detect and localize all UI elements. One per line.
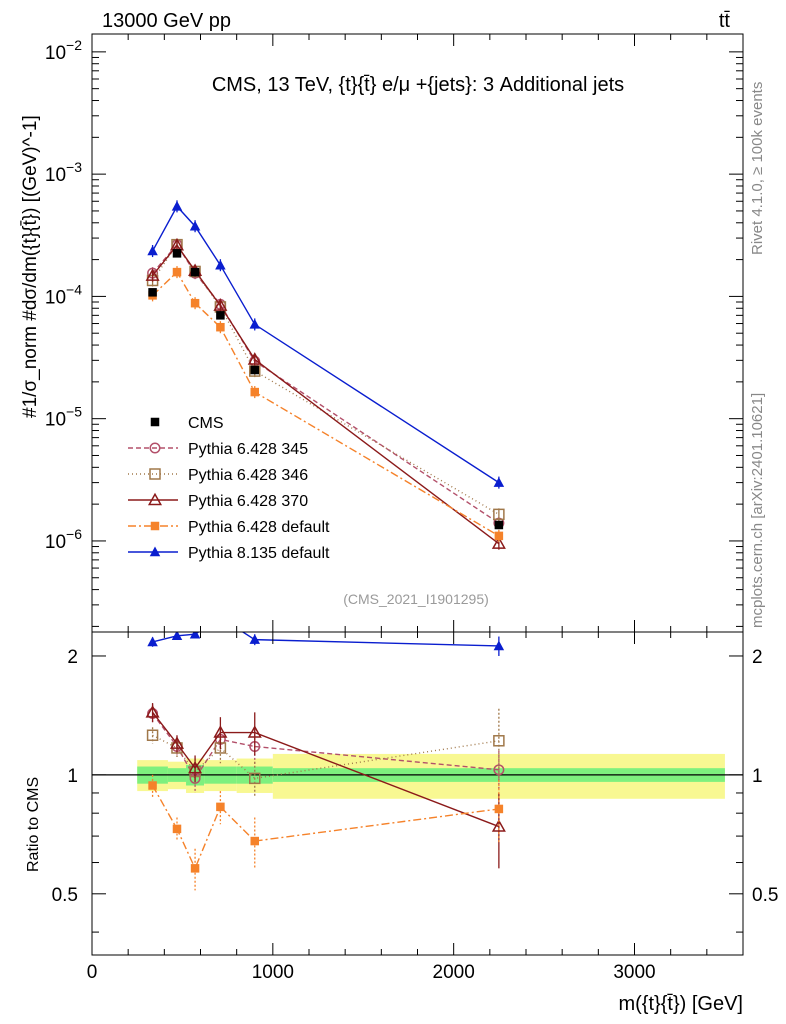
main-frame — [91, 33, 744, 633]
ratio-point-p346 — [493, 735, 505, 747]
point-cms — [148, 288, 157, 297]
y-tick-label: 10−4 — [45, 281, 82, 308]
point-p8 — [147, 245, 158, 256]
ratio-point-p370 — [169, 736, 185, 749]
ratio-point-p370 — [213, 725, 228, 738]
ratio-point-p346 — [146, 729, 159, 741]
legend-marker-p8 — [149, 546, 161, 557]
ratio-point-pdef — [494, 804, 504, 814]
ratio-point-p346 — [249, 772, 261, 785]
ratio-line-p8 — [152, 632, 499, 647]
legend-label-p370: Pythia 6.428 370 — [188, 493, 308, 510]
point-p8 — [189, 220, 201, 231]
y-tick-label: 10−2 — [45, 37, 82, 64]
chart-title: CMS, 13 TeV, {t}{t̄} e/μ +{jets}: 3 Addi… — [212, 74, 624, 96]
ratio-point-p8 — [493, 640, 505, 651]
legend-label-cms: CMS — [188, 415, 224, 432]
point-pdef — [216, 322, 225, 332]
legend-label-p346: Pythia 6.428 346 — [188, 467, 308, 484]
point-p370 — [213, 298, 228, 311]
ratio-point-pdef — [190, 864, 200, 873]
ratio-point-pdef — [148, 781, 157, 790]
mcplots-reference-label: mcplots.cern.ch [arXiv:2401.10621] — [749, 393, 766, 628]
legend: CMS Pythia 6.428 345 Pythia 6.428 346 Pythi… — [128, 415, 330, 562]
ratio-point-pdef — [250, 836, 259, 846]
ratio-point-pdef — [172, 824, 182, 834]
legend-label-pdef: Pythia 6.428 default — [188, 519, 330, 536]
legend-marker-pdef — [150, 521, 160, 531]
series-line-p8 — [151, 205, 500, 484]
ratio-tick-label: 0.5 — [52, 885, 78, 906]
legend-marker-p346 — [149, 468, 161, 480]
x-tick-label: 1000 — [252, 962, 294, 983]
y-tick-label: 10−3 — [45, 159, 82, 186]
point-p8 — [493, 477, 505, 487]
point-cms — [494, 520, 504, 530]
legend-label-p8: Pythia 8.135 default — [188, 545, 330, 562]
ratio-point-p8 — [171, 632, 183, 641]
y-tick-label: 10−5 — [45, 404, 82, 431]
point-pdef — [250, 387, 259, 397]
legend-marker-p345 — [149, 442, 161, 454]
x-tick-label: 0 — [87, 962, 98, 983]
ratio-tick-label: 2 — [67, 647, 78, 668]
point-p370 — [145, 268, 160, 281]
point-pdef — [494, 531, 504, 541]
point-p8 — [171, 200, 183, 211]
analysis-watermark: (CMS_2021_I1901295) — [343, 591, 489, 607]
x-tick-label: 3000 — [613, 962, 655, 983]
legend-marker-cms — [150, 417, 160, 427]
x-axis-label: m({t}{t̄}) [GeV] — [618, 993, 743, 1015]
ratio-line-p345 — [152, 713, 499, 780]
ratio-point-p370 — [491, 819, 506, 832]
ratio-tick-label-right: 2 — [752, 647, 763, 668]
ratio-line-p370 — [152, 711, 500, 828]
y-tick-label: 10−6 — [45, 526, 82, 553]
x-tick-label: 2000 — [433, 962, 475, 983]
y-axis-label: #1/σ_norm #dσ/dm({t}{t̄}) [(GeV)^-1] — [20, 115, 41, 418]
point-cms — [250, 365, 259, 375]
ratio-point-p8 — [215, 612, 226, 622]
point-cms — [172, 249, 182, 258]
legend-marker-p370 — [147, 492, 163, 506]
point-p370 — [491, 536, 506, 549]
ratio-series-layer — [145, 612, 506, 891]
point-p8 — [215, 259, 226, 270]
ratio-point-p370 — [145, 705, 160, 718]
point-pdef — [190, 298, 200, 308]
ratio-tick-label-right: 1 — [752, 766, 763, 787]
ratio-point-p8 — [189, 632, 201, 639]
point-cms — [216, 311, 225, 320]
header-final-state-label: tt̄ — [719, 10, 731, 32]
ratio-axis-label: Ratio to CMS — [25, 777, 42, 872]
point-p8 — [249, 318, 260, 329]
ratio-point-p370 — [188, 760, 203, 774]
point-p346 — [493, 508, 505, 521]
legend-label-p345: Pythia 6.428 345 — [188, 441, 308, 458]
ratio-tick-label-right: 0.5 — [752, 885, 778, 906]
point-p370 — [247, 352, 262, 365]
point-cms — [190, 267, 200, 277]
ratio-point-p8 — [249, 634, 260, 644]
point-pdef — [172, 267, 182, 277]
axes: 0 1000 2000 3000 10−6 10−5 10−4 10−3 10−2 0.5 0.5 1… — [45, 34, 778, 983]
ratio-point-p8 — [147, 636, 158, 647]
ratio-point-pdef — [216, 802, 225, 812]
ratio-point-p370 — [247, 725, 262, 738]
header-process-label: 13000 GeV pp — [102, 10, 231, 32]
rivet-version-label: Rivet 4.1.0, ≥ 100k events — [749, 82, 766, 255]
ratio-tick-label: 1 — [67, 766, 78, 787]
main-series-layer — [145, 200, 506, 550]
